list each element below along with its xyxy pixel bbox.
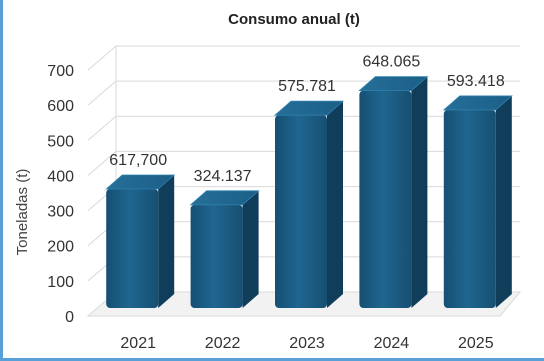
y-tick-label: 200 [47, 239, 74, 256]
y-tick-label: 600 [47, 98, 74, 115]
bar [442, 95, 513, 308]
bar-side [411, 76, 428, 308]
data-label: 324.137 [194, 168, 252, 185]
bars [105, 76, 513, 308]
bar-front [359, 90, 412, 308]
y-tick-label: 100 [47, 274, 74, 291]
bar-side [242, 190, 259, 308]
data-label: 575.781 [278, 78, 336, 95]
bar-top [358, 76, 429, 91]
x-tick-label: 2025 [458, 335, 494, 352]
data-label: 617,700 [109, 152, 167, 169]
bar-side [158, 175, 175, 308]
bar [273, 100, 345, 308]
y-axis-label: Toneladas (t) [14, 169, 31, 256]
data-label: 648.065 [362, 54, 420, 71]
x-tick-label: 2022 [205, 335, 241, 352]
y-axis-ticks: 0 100 200 300 400 500 600 700 [47, 63, 74, 326]
chart-title: Consumo anual (t) [228, 11, 360, 28]
x-tick-label: 2023 [289, 335, 325, 352]
x-axis-ticks: 2021 2022 2023 2024 2025 [120, 335, 493, 352]
bar-top [273, 100, 345, 116]
bar-front [190, 204, 243, 308]
bar-front [106, 189, 159, 308]
bar-side [495, 95, 512, 308]
bar-front [275, 115, 327, 308]
y-tick-label: 0 [65, 309, 74, 326]
bar-top [189, 190, 260, 206]
y-tick-label: 300 [47, 204, 74, 221]
bar-top [442, 95, 513, 111]
x-tick-label: 2024 [374, 335, 410, 352]
data-labels: 617,700 324.137 575.781 648.065 593.418 [109, 54, 505, 185]
data-label: 593.418 [447, 73, 505, 90]
grid-line [87, 45, 520, 71]
bar-front [443, 109, 496, 308]
bar-top [105, 174, 176, 190]
bar [105, 174, 176, 308]
y-tick-label: 500 [47, 133, 74, 150]
bar [358, 76, 429, 308]
y-tick-label: 400 [47, 168, 74, 185]
bar [189, 190, 260, 308]
bar-side [327, 101, 343, 308]
x-tick-label: 2021 [120, 335, 156, 352]
y-tick-label: 700 [47, 63, 74, 80]
